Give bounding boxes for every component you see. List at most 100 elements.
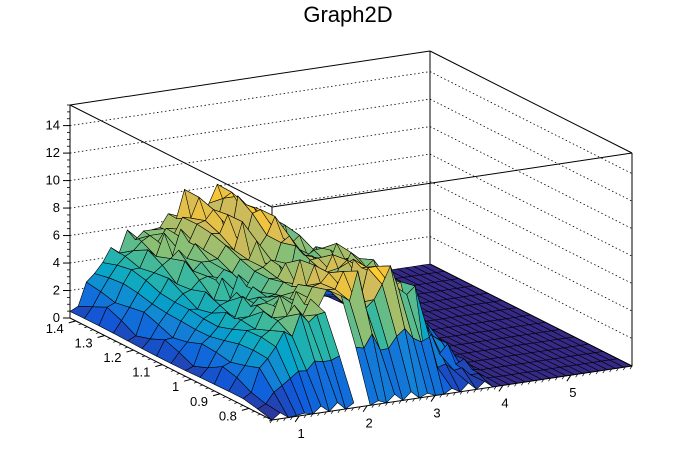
axis-x-minor-tick: [425, 396, 429, 400]
axis-y-minor-tick: [193, 381, 198, 384]
axis-x-minor-tick: [296, 415, 300, 420]
axis-y-tick-label-1: 0.9: [190, 394, 208, 409]
axis-x-minor-tick: [337, 409, 341, 414]
axis-y-minor-tick: [113, 340, 117, 343]
axis-y-minor-tick: [107, 338, 111, 340]
axis-z-tick-label-2: 4: [53, 255, 60, 270]
axis-x-tick-label-4: 5: [569, 385, 576, 400]
axis-x-minor-tick: [548, 378, 551, 382]
axis-x-minor-tick: [568, 374, 572, 379]
axis-y-tick-label-0: 0.8: [219, 408, 237, 423]
axis-y-minor-tick: [136, 352, 140, 355]
axis-x-minor-tick: [466, 390, 470, 394]
axis-x-minor-tick: [534, 380, 538, 384]
axis-y-minor-tick: [263, 416, 267, 419]
axis-x-minor-tick: [358, 406, 361, 410]
axis-y-minor-tick: [222, 396, 226, 399]
axis-y-minor-tick: [84, 326, 88, 329]
axis-x-minor-tick: [432, 395, 436, 399]
axis-y-tick-label-5: 1.3: [75, 335, 93, 350]
axis-x-minor-tick: [616, 367, 619, 372]
axis-x-minor-tick: [391, 401, 395, 405]
axis-y-minor-tick: [95, 332, 99, 334]
axis-x-minor-tick: [419, 397, 422, 401]
axis-x-minor-tick: [303, 414, 307, 419]
axis-x-minor-tick: [514, 383, 517, 387]
axis-x-minor-tick: [330, 410, 334, 415]
axis-z-tick-label-4: 8: [53, 200, 60, 215]
box-edge-front-top: [271, 152, 633, 208]
axis-x-minor-tick: [378, 403, 381, 407]
axis-x-minor-tick: [412, 398, 415, 402]
box-edge-bottom-right: [429, 263, 633, 367]
chart-title: Graph2D: [303, 2, 393, 27]
axis-x-minor-tick: [398, 400, 402, 404]
axis-z-tick-label-3: 6: [53, 228, 60, 243]
axis-x-minor-tick: [351, 407, 354, 411]
axis-y-minor-tick: [118, 343, 123, 346]
surface-cell: [330, 355, 355, 410]
axis-z-tick-label-1: 2: [53, 283, 60, 298]
axis-y-minor-tick: [176, 373, 180, 375]
axis-x-tick-label-1: 2: [365, 416, 372, 431]
axis-y-minor-tick: [245, 408, 250, 410]
axis-x-minor-tick: [364, 405, 368, 409]
axis-z-tick-label-5: 10: [46, 173, 60, 188]
axis-x-minor-tick: [385, 402, 388, 406]
axis-x-minor-tick: [575, 373, 578, 378]
box-edge-back-top: [69, 50, 431, 106]
surface-mesh: [69, 183, 633, 421]
axis-y-minor-tick: [159, 364, 163, 366]
axis-x-minor-tick: [276, 418, 280, 423]
axis-y-minor-tick: [141, 355, 146, 358]
axis-x-tick-label-2: 3: [433, 406, 440, 421]
axis-z-tick-label-0: 0: [53, 310, 60, 325]
axis-x-minor-tick: [453, 392, 456, 396]
axis-x-minor-tick: [310, 413, 314, 418]
axis-x-minor-tick: [324, 411, 327, 416]
box-edge-left-top: [69, 104, 273, 208]
axis-x-minor-tick: [480, 388, 483, 392]
axis-x-minor-tick: [602, 369, 606, 374]
axis-x-minor-tick: [622, 366, 626, 371]
axis-x-minor-tick: [595, 370, 599, 375]
axis-x-minor-tick: [588, 371, 592, 376]
axis-y-minor-tick: [101, 335, 105, 337]
axis-y-minor-tick: [124, 346, 128, 349]
grid-line-z-4: [69, 153, 633, 257]
axis-x-minor-tick: [473, 389, 477, 393]
axis-x-minor-tick: [405, 399, 409, 403]
axis-x-minor-tick: [521, 382, 524, 386]
axis-y-minor-tick: [251, 410, 255, 413]
axis-x-minor-tick: [554, 377, 558, 381]
axis-y-line: [69, 317, 273, 421]
axis-y-tick-label-4: 1.2: [103, 350, 121, 365]
axis-y-tick-label-6: 1.4: [46, 321, 64, 336]
axis-x-minor-tick: [283, 417, 286, 422]
axis-y-minor-tick: [165, 367, 169, 369]
axis-x-tick-label-0: 1: [298, 426, 305, 441]
axis-x-minor-tick: [629, 365, 633, 370]
axis-y-minor-tick: [89, 329, 94, 331]
axis-x-minor-tick: [500, 385, 504, 389]
axis-y-minor-tick: [153, 361, 157, 364]
axis-x-minor-tick: [439, 394, 443, 398]
grid-line-z-5: [69, 126, 633, 229]
axis-x-minor-tick: [507, 384, 511, 388]
axis-z-tick-label-6: 12: [46, 145, 60, 160]
grid-line-z-6: [69, 98, 633, 202]
axis-y-minor-tick: [199, 384, 203, 387]
axis-y-minor-tick: [188, 378, 192, 381]
axis-x-minor-tick: [582, 372, 585, 377]
axis-y-minor-tick: [72, 320, 76, 323]
axis-x-minor-tick: [527, 381, 531, 385]
axis-y-minor-tick: [240, 405, 244, 407]
axis-y-minor-tick: [147, 358, 151, 361]
axis-x-minor-tick: [317, 412, 320, 417]
axis-x-minor-tick: [269, 419, 273, 424]
axis-y-minor-tick: [257, 413, 261, 416]
axis-y-minor-tick: [234, 402, 238, 404]
axis-x-minor-tick: [446, 393, 449, 397]
axis-y-tick-label-2: 1: [172, 379, 179, 394]
